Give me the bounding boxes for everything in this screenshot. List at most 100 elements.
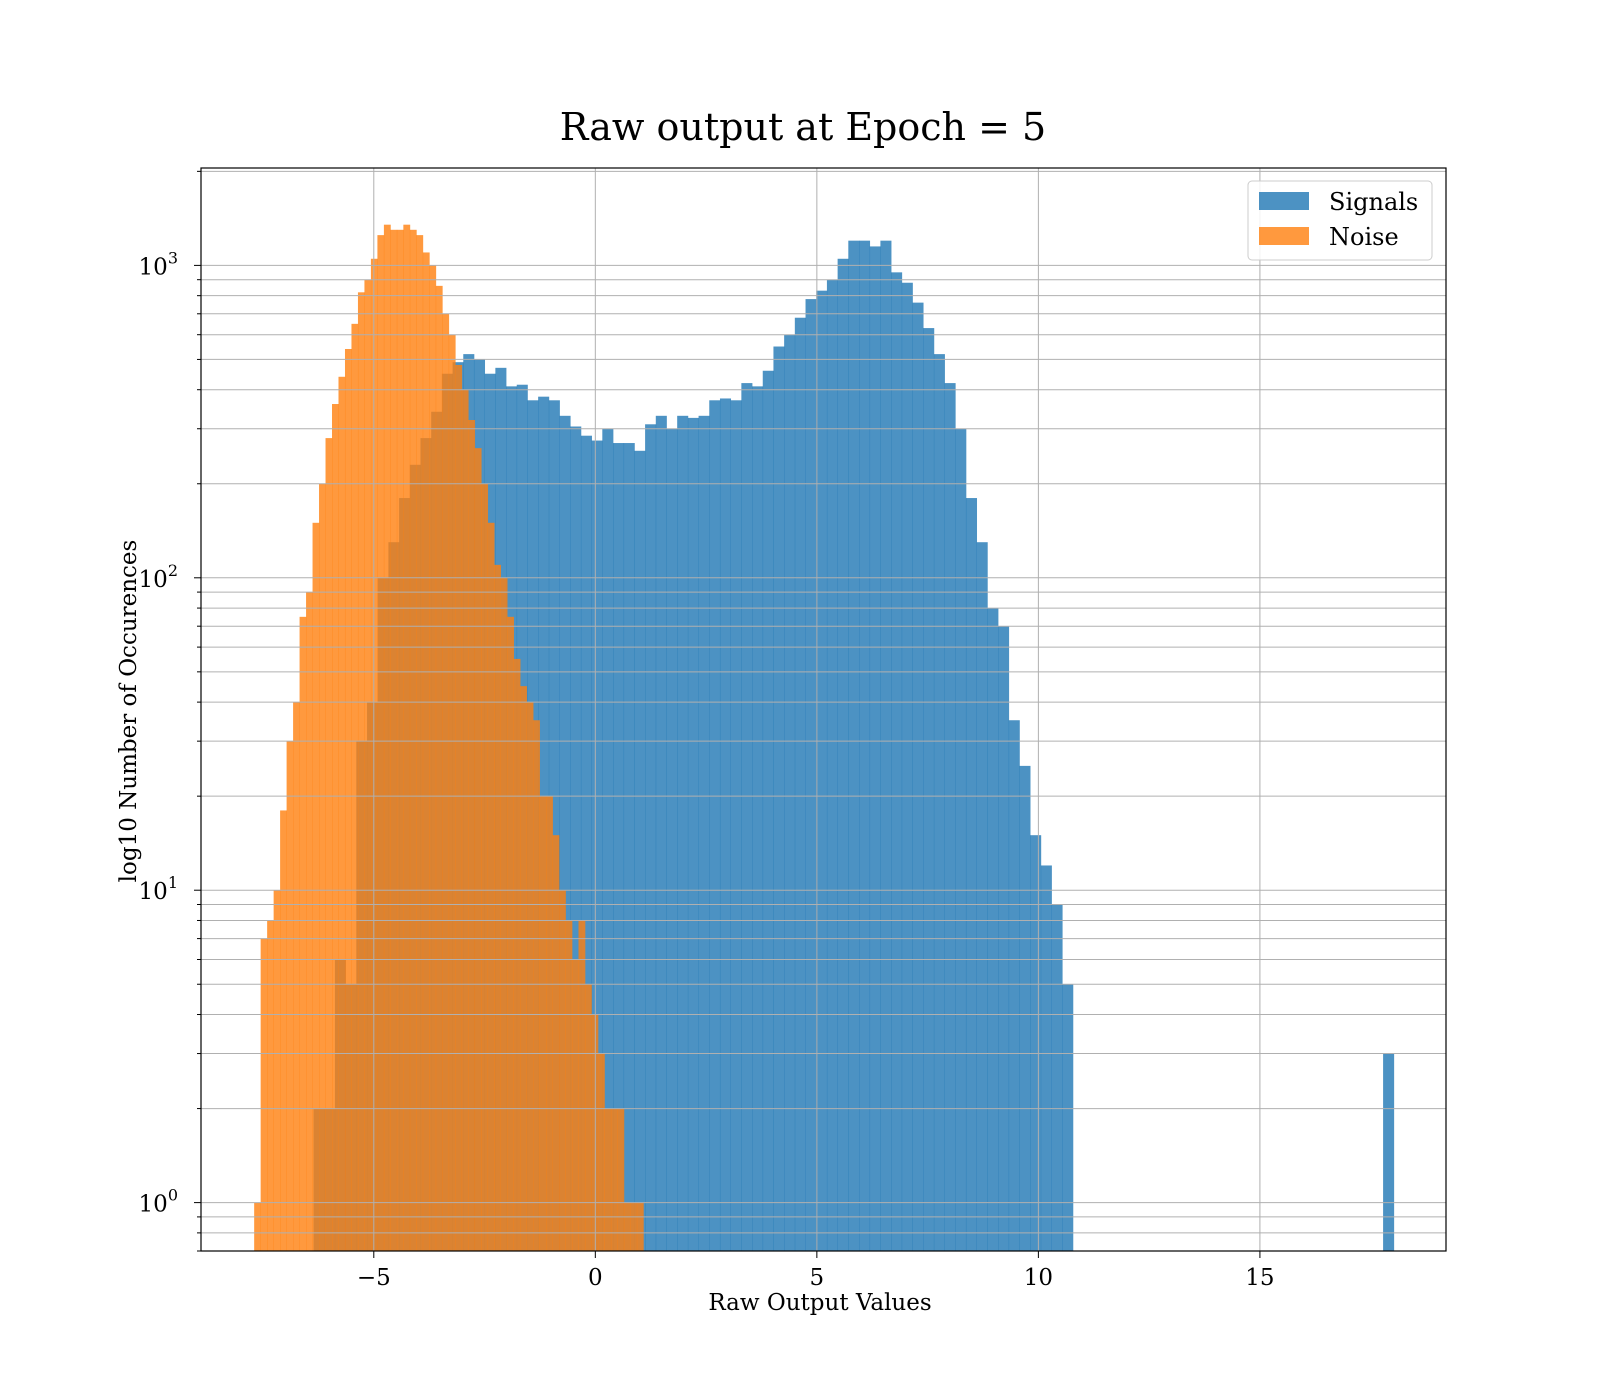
bar-noise (468, 419, 476, 1251)
plot-area: −5 0 5 10 15 100 101 102 103 (139, 167, 1447, 1291)
bar-signals (1040, 865, 1052, 1251)
y-axis-label: log10 Number of Occurences (116, 540, 142, 883)
bar-noise (597, 1053, 605, 1251)
bar-signals (805, 299, 817, 1252)
bar-signals (1051, 904, 1063, 1251)
bar-signals (762, 370, 774, 1251)
legend-label-noise: Noise (1329, 223, 1399, 251)
bar-noise (390, 229, 398, 1252)
legend-swatch-signals (1259, 192, 1309, 210)
bar-noise (396, 229, 404, 1252)
bar-signals (891, 272, 903, 1252)
bar-noise (455, 364, 463, 1252)
bar-noise (481, 483, 489, 1251)
bar-noise (370, 258, 378, 1251)
bar-signals (880, 240, 892, 1251)
legend: Signals Noise (1247, 180, 1433, 261)
bar-noise (351, 323, 359, 1252)
bar-noise (442, 313, 450, 1251)
bar-signals (677, 415, 689, 1251)
bar-noise (487, 522, 495, 1251)
bar-signals (666, 428, 678, 1251)
bar-noise (520, 686, 527, 1251)
bar-noise (306, 592, 313, 1251)
bar-signals (933, 354, 945, 1251)
chart-title: Raw output at Epoch = 5 (560, 105, 1046, 149)
bar-noise (364, 279, 372, 1251)
bar-noise (332, 404, 339, 1251)
bar-signals (826, 279, 838, 1251)
bar-signals (848, 240, 860, 1251)
bar-signals (837, 258, 849, 1251)
x-tick-label: −5 (357, 1265, 391, 1291)
bar-signals (730, 400, 742, 1251)
x-axis-label: Raw Output Values (708, 1290, 931, 1316)
y-tick-label: 101 (139, 873, 178, 905)
bar-noise (461, 389, 469, 1252)
bar-signals (559, 415, 571, 1251)
bar-noise (416, 235, 424, 1251)
bar-noise (280, 810, 287, 1251)
bar-signals (955, 428, 967, 1251)
bar-noise (299, 616, 307, 1251)
bar-noise (422, 252, 430, 1251)
bar-noise (357, 292, 365, 1251)
bar-noise (507, 616, 514, 1251)
bar-signals (602, 428, 614, 1251)
bar-noise (552, 835, 560, 1251)
bar-signals (634, 450, 646, 1251)
bar-noise (377, 235, 385, 1251)
bar-signals (869, 246, 881, 1251)
bar-noise (526, 702, 534, 1251)
bar-noise (630, 1202, 638, 1251)
bar-noise (559, 890, 566, 1251)
bar-noise (584, 984, 592, 1251)
bar-noise (604, 1108, 612, 1251)
bar-noise (267, 920, 274, 1251)
bar-noise (539, 796, 547, 1251)
bar-noise (623, 1202, 631, 1251)
bar-noise (565, 920, 573, 1251)
bar-signals (944, 383, 956, 1252)
bar-signals (965, 498, 978, 1251)
bars-layer (254, 224, 1395, 1252)
bar-signals (645, 424, 657, 1251)
bar-signals (901, 282, 913, 1251)
y-tick-label: 103 (139, 248, 178, 280)
bar-noise (533, 720, 540, 1251)
legend-swatch-noise (1259, 227, 1309, 245)
bar-noise (513, 658, 521, 1251)
bar-noise (409, 229, 417, 1252)
y-tick-label: 102 (139, 561, 178, 593)
bar-signals (1383, 1053, 1395, 1251)
y-tick-label: 100 (139, 1186, 178, 1218)
bar-noise (500, 577, 508, 1251)
bar-noise (319, 483, 326, 1251)
bar-noise (494, 564, 501, 1251)
bar-signals (580, 435, 592, 1251)
bar-noise (546, 796, 553, 1251)
ticks-layer: −5 0 5 10 15 100 101 102 103 (139, 170, 1275, 1291)
series-noise (254, 224, 644, 1252)
bar-signals (1030, 835, 1042, 1251)
bar-signals (719, 398, 732, 1252)
bar-signals (741, 383, 753, 1252)
bar-signals (591, 440, 603, 1251)
x-tick-label: 0 (588, 1265, 603, 1291)
bar-signals (687, 417, 699, 1251)
bar-signals (923, 328, 935, 1252)
bar-noise (260, 938, 268, 1251)
bar-noise (273, 890, 281, 1251)
bar-noise (617, 1108, 625, 1251)
bar-signals (794, 317, 806, 1252)
bar-noise (610, 1108, 618, 1251)
x-tick-label: 5 (810, 1265, 825, 1291)
bar-signals (709, 400, 721, 1251)
bar-signals (570, 426, 582, 1251)
bar-signals (698, 415, 710, 1251)
bar-signals (623, 443, 635, 1251)
bar-signals (1062, 984, 1074, 1251)
bar-signals (816, 290, 828, 1251)
bar-noise (636, 1202, 644, 1251)
